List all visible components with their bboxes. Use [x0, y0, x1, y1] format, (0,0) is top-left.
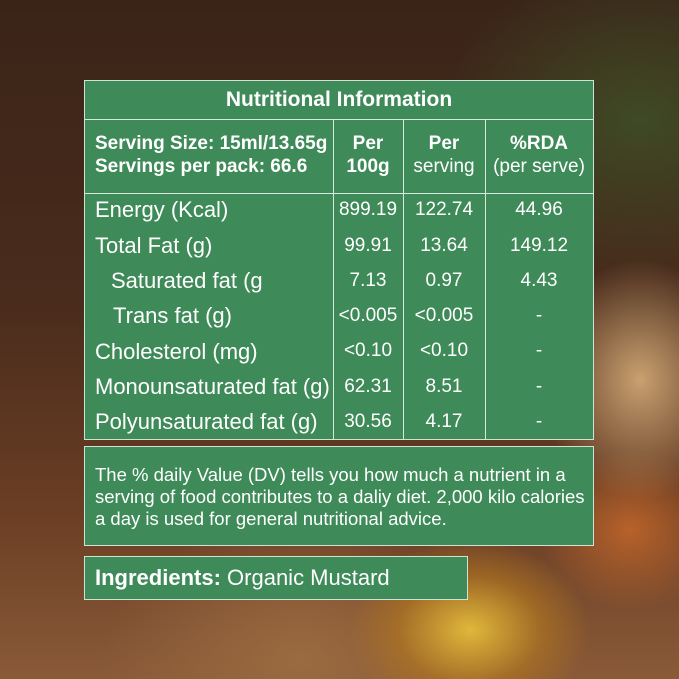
column-header-line: serving — [413, 156, 475, 177]
row-value: <0.005 — [414, 305, 474, 327]
row-value: 13.64 — [420, 234, 468, 256]
row-label: Saturated fat (g — [111, 268, 263, 294]
column-header-line: (per serve) — [493, 156, 585, 177]
row-value: - — [535, 340, 543, 362]
ingredients-label: Ingredients: — [95, 564, 221, 590]
row-label: Total Fat (g) — [95, 232, 213, 258]
footnote-box: The % daily Value (DV) tells you how muc… — [84, 446, 594, 546]
column-header-line: %RDA — [509, 133, 569, 155]
row-value: 149.12 — [509, 234, 569, 256]
row-value: 0.97 — [425, 269, 463, 291]
divider — [333, 119, 334, 439]
nutrition-table: Nutritional Information Serving Size: 15m… — [84, 80, 594, 440]
column-header: Per 100g — [333, 119, 403, 193]
footnote: The % daily Value (DV) tells you how muc… — [95, 463, 585, 530]
row-label: Cholesterol (mg) — [95, 338, 258, 364]
row-label: Trans fat (g) — [113, 303, 232, 329]
row-value: - — [535, 375, 543, 397]
divider — [485, 119, 486, 439]
divider — [403, 119, 404, 439]
column-header-line: Per — [352, 133, 384, 155]
row-label: Monounsaturated fat (g) — [95, 373, 330, 399]
serving-info: Serving Size: 15ml/13.65g Servings per pa… — [95, 119, 331, 193]
row-value: 4.43 — [520, 269, 558, 291]
row-value: 62.31 — [344, 375, 392, 397]
row-label: Energy (Kcal) — [95, 197, 229, 223]
serving-line: Servings per pack: 66.6 — [95, 156, 308, 177]
divider — [85, 119, 593, 120]
row-value: 8.51 — [425, 375, 463, 397]
table-title: Nutritional Information — [225, 88, 453, 112]
row-value: 44.96 — [515, 199, 563, 221]
row-value: <0.10 — [419, 340, 469, 362]
row-value: 4.17 — [425, 411, 463, 433]
row-label: Polyunsaturated fat (g) — [95, 409, 318, 435]
row-value: 122.74 — [414, 199, 474, 221]
row-value: <0.005 — [338, 305, 398, 327]
divider — [85, 193, 593, 194]
column-header: %RDA (per serve) — [485, 119, 593, 193]
row-value: 30.56 — [344, 411, 392, 433]
ingredients: Ingredients: Organic Mustard — [95, 557, 390, 599]
column-header-line: 100g — [346, 156, 390, 177]
column-header: Per serving — [403, 119, 485, 193]
column-header-line: Per — [428, 133, 460, 155]
row-value: 899.19 — [338, 199, 398, 221]
ingredients-value: Organic Mustard — [227, 564, 390, 590]
row-value: 7.13 — [349, 269, 387, 291]
row-value: - — [535, 305, 543, 327]
serving-line: Serving Size: 15ml/13.65g — [95, 133, 328, 155]
ingredients-box: Ingredients: Organic Mustard — [84, 556, 468, 600]
row-value: <0.10 — [343, 340, 393, 362]
row-value: - — [535, 411, 543, 433]
row-value: 99.91 — [344, 234, 392, 256]
